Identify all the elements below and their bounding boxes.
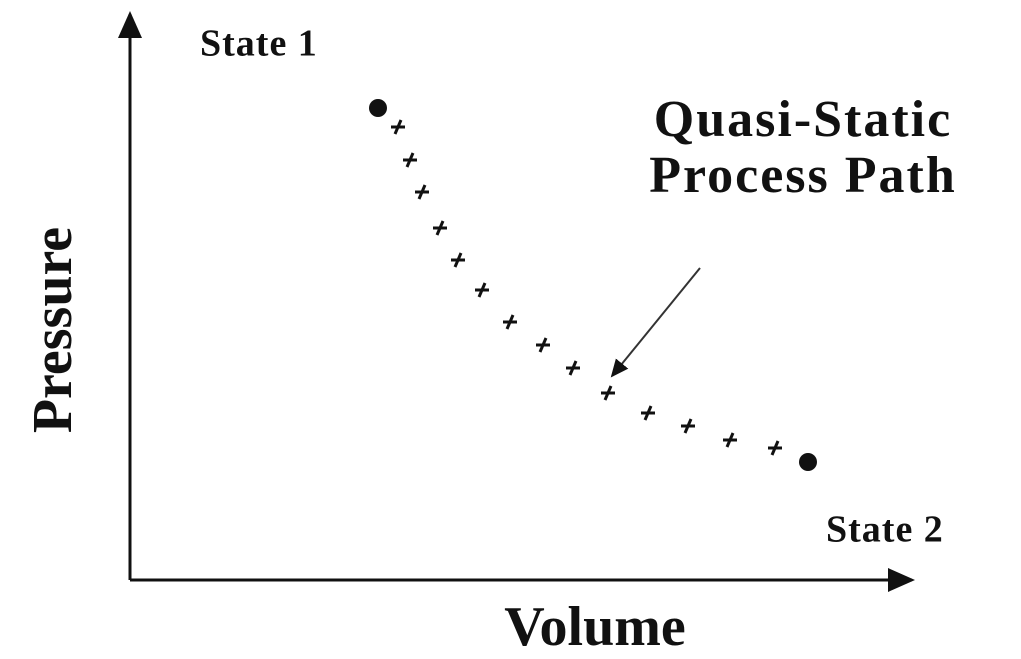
- cross-stroke: [683, 418, 693, 434]
- path-cross: [566, 360, 580, 376]
- annotation-arrow: [610, 267, 701, 378]
- state-2-point: [799, 453, 817, 471]
- path-cross: [415, 184, 429, 200]
- x-axis-label: Volume: [504, 596, 686, 658]
- annotation-line: Quasi-Static: [654, 91, 952, 148]
- cross-stroke: [725, 432, 735, 448]
- state-1-point: [369, 99, 387, 117]
- path-cross: [723, 432, 737, 448]
- cross-stroke: [643, 405, 653, 421]
- cross-stroke: [538, 337, 548, 353]
- path-cross: [768, 440, 782, 456]
- cross-stroke: [405, 152, 415, 168]
- y-axis-label: Pressure: [22, 227, 84, 433]
- process-path: [391, 119, 782, 456]
- cross-stroke: [477, 282, 487, 298]
- cross-stroke: [453, 252, 463, 268]
- cross-stroke: [770, 440, 780, 456]
- path-cross: [681, 418, 695, 434]
- path-cross: [403, 152, 417, 168]
- state-1-label: State 1: [200, 23, 318, 65]
- path-cross: [475, 282, 489, 298]
- cross-stroke: [505, 314, 515, 330]
- path-cross: [641, 405, 655, 421]
- state-2-label: State 2: [826, 509, 944, 551]
- path-cross: [503, 314, 517, 330]
- path-cross: [391, 119, 405, 135]
- path-cross: [451, 252, 465, 268]
- cross-stroke: [417, 184, 427, 200]
- path-cross: [536, 337, 550, 353]
- cross-stroke: [603, 385, 613, 401]
- cross-stroke: [393, 119, 403, 135]
- path-cross: [433, 220, 447, 236]
- cross-stroke: [568, 360, 578, 376]
- annotation-line: Process Path: [649, 147, 957, 204]
- cross-stroke: [435, 220, 445, 236]
- path-cross: [601, 385, 615, 401]
